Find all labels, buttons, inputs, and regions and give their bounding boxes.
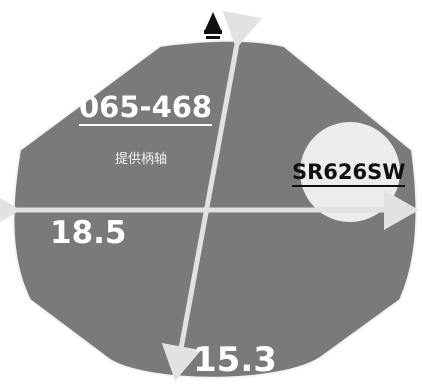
width-dimension-label: 18.5	[50, 215, 127, 251]
height-arrow	[161, 10, 263, 381]
crown-icon	[204, 12, 222, 39]
battery-model-label: SR626SW	[292, 160, 406, 187]
model-subtitle-label: 提供柄轴	[115, 152, 168, 167]
height-dimension-label: 15.3	[193, 340, 277, 380]
model-code-label: 065-468	[79, 90, 213, 126]
